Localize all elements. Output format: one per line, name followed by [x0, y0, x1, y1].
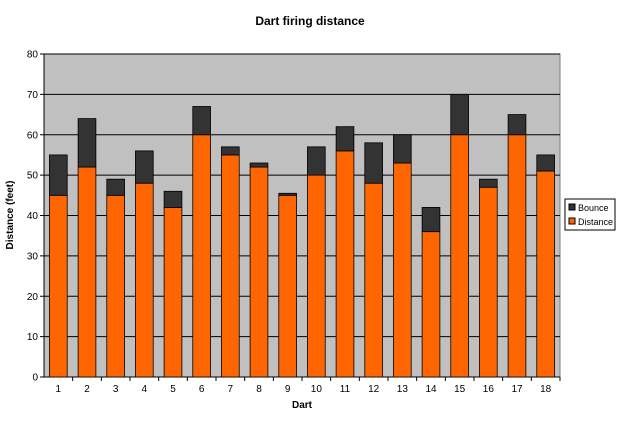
x-tick-label: 14: [425, 384, 437, 395]
legend-bounce: Bounce: [578, 203, 609, 213]
bar-distance-5: [163, 207, 183, 378]
bar-bounce-9: [278, 192, 297, 196]
bar-bounce-2: [77, 118, 97, 168]
x-tick-label: 16: [483, 384, 495, 395]
x-tick-label: 11: [340, 384, 351, 395]
bar-distance-11: [335, 150, 355, 378]
legend-swatch-distance: [568, 217, 576, 225]
bar-bounce-16: [479, 178, 498, 188]
y-tick-label: 60: [27, 130, 39, 141]
x-tick-label: 1: [56, 384, 62, 395]
x-tick-label: 8: [256, 384, 262, 395]
x-tick-label: 18: [540, 384, 552, 395]
bar-distance-6: [192, 134, 211, 378]
x-axis-label: Dart: [292, 400, 313, 411]
x-tick-label: 9: [285, 384, 291, 395]
bar-distance-14: [421, 231, 441, 378]
x-tick-label: 12: [368, 384, 380, 395]
bar-distance-17: [507, 134, 527, 378]
bar-bounce-11: [335, 126, 355, 152]
bar-bounce-15: [450, 93, 469, 136]
bar-distance-13: [393, 162, 412, 378]
x-tick-label: 10: [311, 384, 323, 395]
x-tick-label: 13: [397, 384, 409, 395]
bar-bounce-7: [221, 146, 240, 156]
bar-distance-18: [536, 170, 555, 378]
x-tick-label: 7: [228, 384, 234, 395]
bar-distance-7: [221, 154, 240, 378]
bar-bounce-12: [364, 142, 383, 184]
x-tick-label: 2: [84, 384, 90, 395]
legend: Bounce Distance: [564, 198, 616, 231]
bar-bounce-5: [163, 190, 183, 208]
y-tick-label: 80: [27, 50, 39, 61]
chart-title: Dart firing distance: [255, 14, 365, 28]
bar-distance-15: [450, 134, 469, 378]
bar-distance-8: [249, 166, 269, 378]
bar-distance-3: [106, 194, 125, 378]
bar-distance-12: [364, 182, 383, 378]
bar-distance-4: [135, 182, 154, 378]
legend-distance: Distance: [578, 217, 613, 227]
bar-bounce-8: [249, 162, 269, 168]
bar-bounce-18: [536, 154, 555, 172]
bar-bounce-6: [192, 106, 211, 136]
x-tick-label: 6: [199, 384, 205, 395]
y-tick-label: 10: [27, 332, 39, 343]
bar-distance-16: [479, 186, 498, 378]
x-tick-label: 15: [454, 384, 466, 395]
y-tick-label: 40: [27, 211, 39, 222]
bar-bounce-14: [421, 207, 441, 233]
y-tick-label: 0: [32, 373, 38, 384]
bar-distance-2: [77, 166, 97, 378]
x-tick-label: 3: [113, 384, 119, 395]
bar-bounce-4: [135, 150, 154, 184]
y-tick-label: 30: [27, 251, 39, 262]
bar-bounce-1: [49, 154, 68, 196]
y-tick-label: 50: [27, 171, 39, 182]
bar-distance-10: [307, 174, 326, 378]
y-tick-label: 70: [27, 90, 39, 101]
x-tick-label: 4: [142, 384, 148, 395]
bar-distance-1: [49, 194, 68, 378]
legend-swatch-bounce: [568, 203, 576, 211]
bar-bounce-10: [307, 146, 326, 176]
y-axis-label: Distance (feet): [5, 181, 16, 250]
bar-bounce-17: [507, 114, 527, 136]
bar-distance-9: [278, 194, 297, 378]
x-tick-label: 5: [170, 384, 176, 395]
y-tick-label: 20: [27, 292, 39, 303]
bar-bounce-13: [393, 134, 412, 164]
bar-bounce-3: [106, 178, 125, 196]
x-tick-label: 17: [511, 384, 523, 395]
